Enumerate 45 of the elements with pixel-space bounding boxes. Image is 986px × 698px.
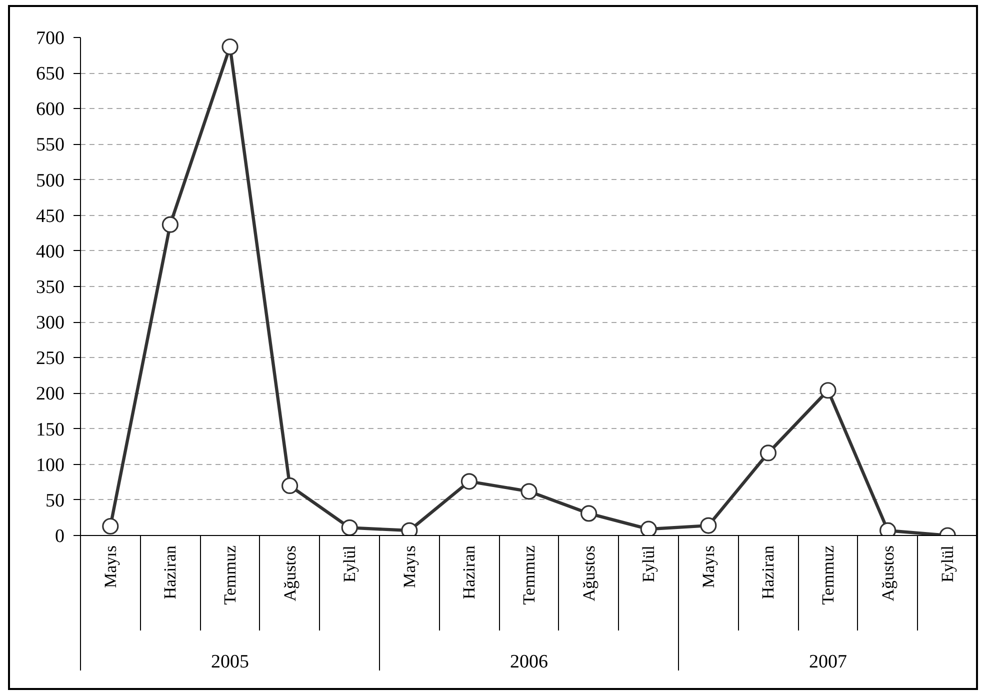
point — [460, 473, 478, 490]
x-tick-label: Mayıs — [100, 546, 120, 588]
point — [520, 483, 538, 500]
x-tick-label: Ağustos — [878, 545, 898, 602]
x-tick-label: Temmuz — [220, 545, 240, 605]
x-tick-label: Temmuz — [520, 545, 538, 605]
y-tick-label: 0 — [55, 526, 64, 547]
text: 2007 — [809, 652, 847, 672]
y-tick-label: 400 — [36, 241, 64, 262]
y-tick-label: 300 — [36, 312, 64, 334]
x-tick-label: Eylül — [340, 545, 360, 582]
point — [102, 518, 119, 535]
point — [162, 216, 178, 233]
y-tick-label: 200 — [36, 384, 64, 405]
x-tick-label: Ağustos — [579, 545, 598, 602]
y-tick-label: 50 — [46, 490, 64, 512]
x-tick-label: Eylül — [938, 545, 958, 582]
y-tick-label: 650 — [36, 64, 64, 85]
x-tick-label: Ağustos — [280, 545, 300, 602]
point — [700, 517, 717, 534]
y-tick-label: 500 — [36, 170, 64, 192]
y-tick-label: 550 — [36, 134, 64, 156]
point — [222, 38, 238, 56]
y-tick-label: 150 — [36, 419, 64, 440]
x-tick-label: Haziran — [758, 545, 778, 600]
text: 2005 — [211, 652, 249, 672]
y-tick-label: 250 — [36, 348, 64, 370]
x-tick-label: Temmuz — [818, 545, 838, 605]
y-tick-label: 100 — [36, 454, 64, 476]
point — [282, 477, 298, 494]
y-tick-label: 450 — [36, 206, 64, 227]
text: 2006 — [510, 652, 548, 672]
point — [580, 505, 598, 522]
x-tick-label: Mayıs — [400, 546, 419, 588]
point — [640, 520, 657, 536]
x-tick-label: Mayıs — [698, 546, 718, 588]
point — [820, 382, 836, 399]
y-tick-label: 350 — [36, 277, 64, 298]
point — [341, 519, 358, 536]
x-tick-label: Haziran — [160, 545, 180, 600]
point — [760, 444, 776, 462]
x-tick-label: Eylül — [639, 545, 658, 582]
y-tick-label: 700 — [36, 28, 64, 49]
x-tick-label: Haziran — [460, 545, 479, 600]
y-tick-label: 600 — [36, 99, 64, 120]
